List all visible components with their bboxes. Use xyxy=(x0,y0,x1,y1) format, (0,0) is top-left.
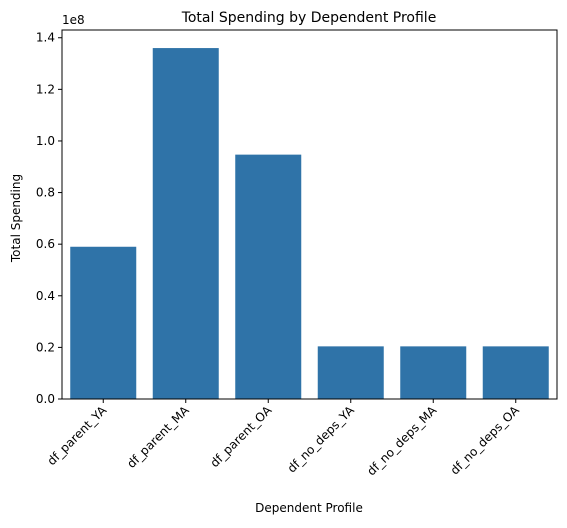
bar-df_no_deps_OA xyxy=(482,346,549,399)
x-tick-label: df_no_deps_YA xyxy=(285,403,358,476)
bars-group xyxy=(70,48,549,400)
y-tick-label: 0.6 xyxy=(36,237,55,251)
bar-df_no_deps_MA xyxy=(400,346,467,399)
y-tick-label: 0.8 xyxy=(36,186,55,200)
y-ticks-group: 0.0 0.2 0.4 0.6 0.8 1.0 1.2 1.4 xyxy=(36,31,62,406)
y-tick-label: 0.0 xyxy=(36,392,55,406)
bar-df_parent_OA xyxy=(235,154,302,399)
x-ticks-group: df_parent_YA df_parent_MA df_parent_OA df_n… xyxy=(44,399,522,478)
y-axis-label: Total Spending xyxy=(9,174,23,263)
x-tick-label: df_parent_YA xyxy=(44,403,109,468)
y-tick-label: 1.0 xyxy=(36,134,55,148)
bar-df_parent_MA xyxy=(152,48,219,400)
x-tick-label: df_no_deps_OA xyxy=(448,403,523,478)
x-tick-label: df_no_deps_MA xyxy=(364,403,440,479)
bar-df_parent_YA xyxy=(70,246,137,399)
y-axis-offset-label: 1e8 xyxy=(62,13,85,27)
x-tick-label: df_parent_MA xyxy=(124,403,192,471)
bar-df_no_deps_YA xyxy=(317,346,384,399)
y-tick-label: 0.4 xyxy=(36,289,55,303)
y-tick-label: 0.2 xyxy=(36,340,55,354)
plot-frame xyxy=(61,29,558,400)
y-tick-label: 1.4 xyxy=(36,31,55,45)
chart-title: Total Spending by Dependent Profile xyxy=(181,10,437,26)
y-tick-label: 1.2 xyxy=(36,82,55,96)
x-tick-label: df_parent_OA xyxy=(207,403,274,470)
x-axis-label: Dependent Profile xyxy=(255,501,363,515)
